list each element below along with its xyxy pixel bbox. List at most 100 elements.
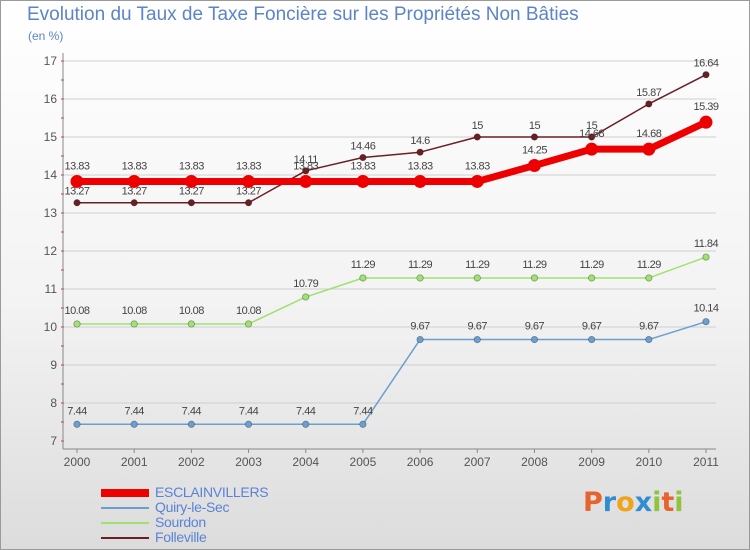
data-label: 13.27	[179, 186, 204, 198]
y-tick-label: 13	[44, 206, 58, 220]
y-unit-label: (en %)	[28, 29, 64, 43]
legend-item-folleville: Folleville	[101, 529, 321, 545]
data-label: 10.08	[236, 305, 261, 317]
legend-swatch	[101, 507, 149, 509]
data-label: 13.83	[293, 160, 318, 172]
data-point	[242, 174, 256, 188]
data-label: 11.29	[408, 259, 433, 271]
legend-swatch	[101, 522, 149, 524]
y-tick-label: 12	[44, 244, 58, 258]
data-label: 10.79	[293, 278, 318, 290]
data-point	[702, 71, 710, 79]
logo-letter: r	[602, 487, 617, 518]
data-point	[473, 335, 481, 344]
logo-letter: t	[661, 487, 675, 518]
legend: ESCLAINVILLERS Quiry-le-Sec Sourdon Foll…	[101, 484, 321, 545]
data-label: 7.44	[182, 405, 202, 417]
x-tick-label: 2000	[64, 455, 91, 469]
data-point	[130, 320, 138, 328]
data-label: 14.68	[579, 128, 604, 140]
data-point	[244, 420, 253, 428]
data-label: 14.46	[350, 141, 375, 153]
data-point	[73, 320, 81, 328]
series-layer	[70, 71, 713, 428]
data-label: 13.83	[350, 160, 375, 172]
data-label: 11.29	[465, 259, 490, 271]
series-line-quiry-le-sec	[77, 320, 707, 426]
data-point	[645, 274, 653, 282]
legend-label: Sourdon	[155, 514, 206, 530]
logo-letter: x	[634, 487, 653, 518]
series-line-esclainvillers	[77, 119, 708, 185]
chart-title: Evolution du Taux de Taxe Foncière sur l…	[27, 4, 579, 25]
logo-letter: i	[674, 487, 684, 518]
data-point	[359, 153, 367, 162]
data-label: 13.27	[64, 186, 89, 198]
data-label: 11.29	[522, 259, 547, 271]
data-point	[356, 174, 370, 188]
data-point	[588, 133, 596, 141]
legend-item-sourdon: Sourdon	[101, 514, 321, 530]
proxiti-logo: Proxiti	[583, 487, 684, 518]
data-point	[588, 274, 596, 282]
data-label: 7.44	[124, 405, 144, 417]
data-label: 11.29	[351, 259, 376, 271]
data-point	[73, 420, 81, 428]
data-point	[416, 148, 424, 156]
data-label: 13.83	[179, 160, 204, 172]
data-label: 13.27	[122, 186, 147, 198]
data-point	[416, 335, 424, 344]
data-point	[645, 100, 653, 108]
data-point	[70, 174, 84, 188]
y-tick-label: 15	[44, 130, 58, 144]
data-point	[127, 174, 141, 188]
data-label: 13.83	[465, 160, 490, 172]
x-tick-label: 2001	[121, 455, 148, 469]
data-label: 10.08	[179, 305, 204, 317]
data-label: 7.44	[296, 405, 316, 417]
data-point	[527, 159, 541, 172]
data-label: 11.84	[694, 238, 719, 250]
data-label: 15	[529, 120, 541, 132]
data-point	[413, 174, 427, 188]
data-point	[699, 115, 713, 129]
x-tick-label: 2003	[235, 455, 262, 469]
x-tick-label: 2007	[464, 455, 491, 469]
data-label: 14.25	[522, 145, 547, 157]
series-line-folleville	[77, 74, 707, 204]
logo-letter: i	[652, 487, 662, 518]
x-tick-label: 2009	[578, 455, 605, 469]
x-tick-label: 2008	[521, 455, 548, 469]
data-point	[299, 174, 313, 188]
data-point	[187, 420, 195, 428]
data-label: 7.44	[67, 405, 87, 417]
data-label: 15.39	[693, 101, 718, 113]
data-label: 11.29	[580, 259, 605, 271]
data-label: 7.44	[239, 405, 259, 417]
data-label: 11.29	[637, 259, 662, 271]
legend-label: Quiry-le-Sec	[155, 499, 230, 515]
data-point	[73, 199, 81, 207]
legend-label: Folleville	[155, 529, 207, 545]
data-point	[702, 318, 710, 326]
legend-item-quiry-le-sec: Quiry-le-Sec	[101, 499, 321, 515]
data-label-layer: 13.27 13.27 13.27 13.27 14.11 14.46 14.6 15 15 15…	[64, 58, 719, 418]
data-point	[473, 133, 481, 141]
data-point	[244, 199, 253, 207]
data-label: 9.67	[525, 321, 545, 333]
data-label: 14.6	[410, 135, 430, 147]
data-point	[244, 320, 253, 328]
data-point	[187, 320, 195, 328]
data-point	[359, 274, 367, 282]
data-point	[645, 335, 653, 344]
legend-item-esclainvillers: ESCLAINVILLERS	[101, 484, 321, 500]
y-tick-label: 17	[44, 54, 58, 68]
logo-letter: o	[616, 487, 635, 518]
data-point	[642, 142, 656, 156]
data-label: 9.67	[468, 321, 488, 333]
data-point	[702, 253, 710, 261]
data-label: 13.83	[64, 160, 89, 172]
data-label: 7.44	[353, 405, 373, 417]
data-label: 13.83	[236, 160, 261, 172]
x-tick-label: 2011	[693, 455, 719, 469]
